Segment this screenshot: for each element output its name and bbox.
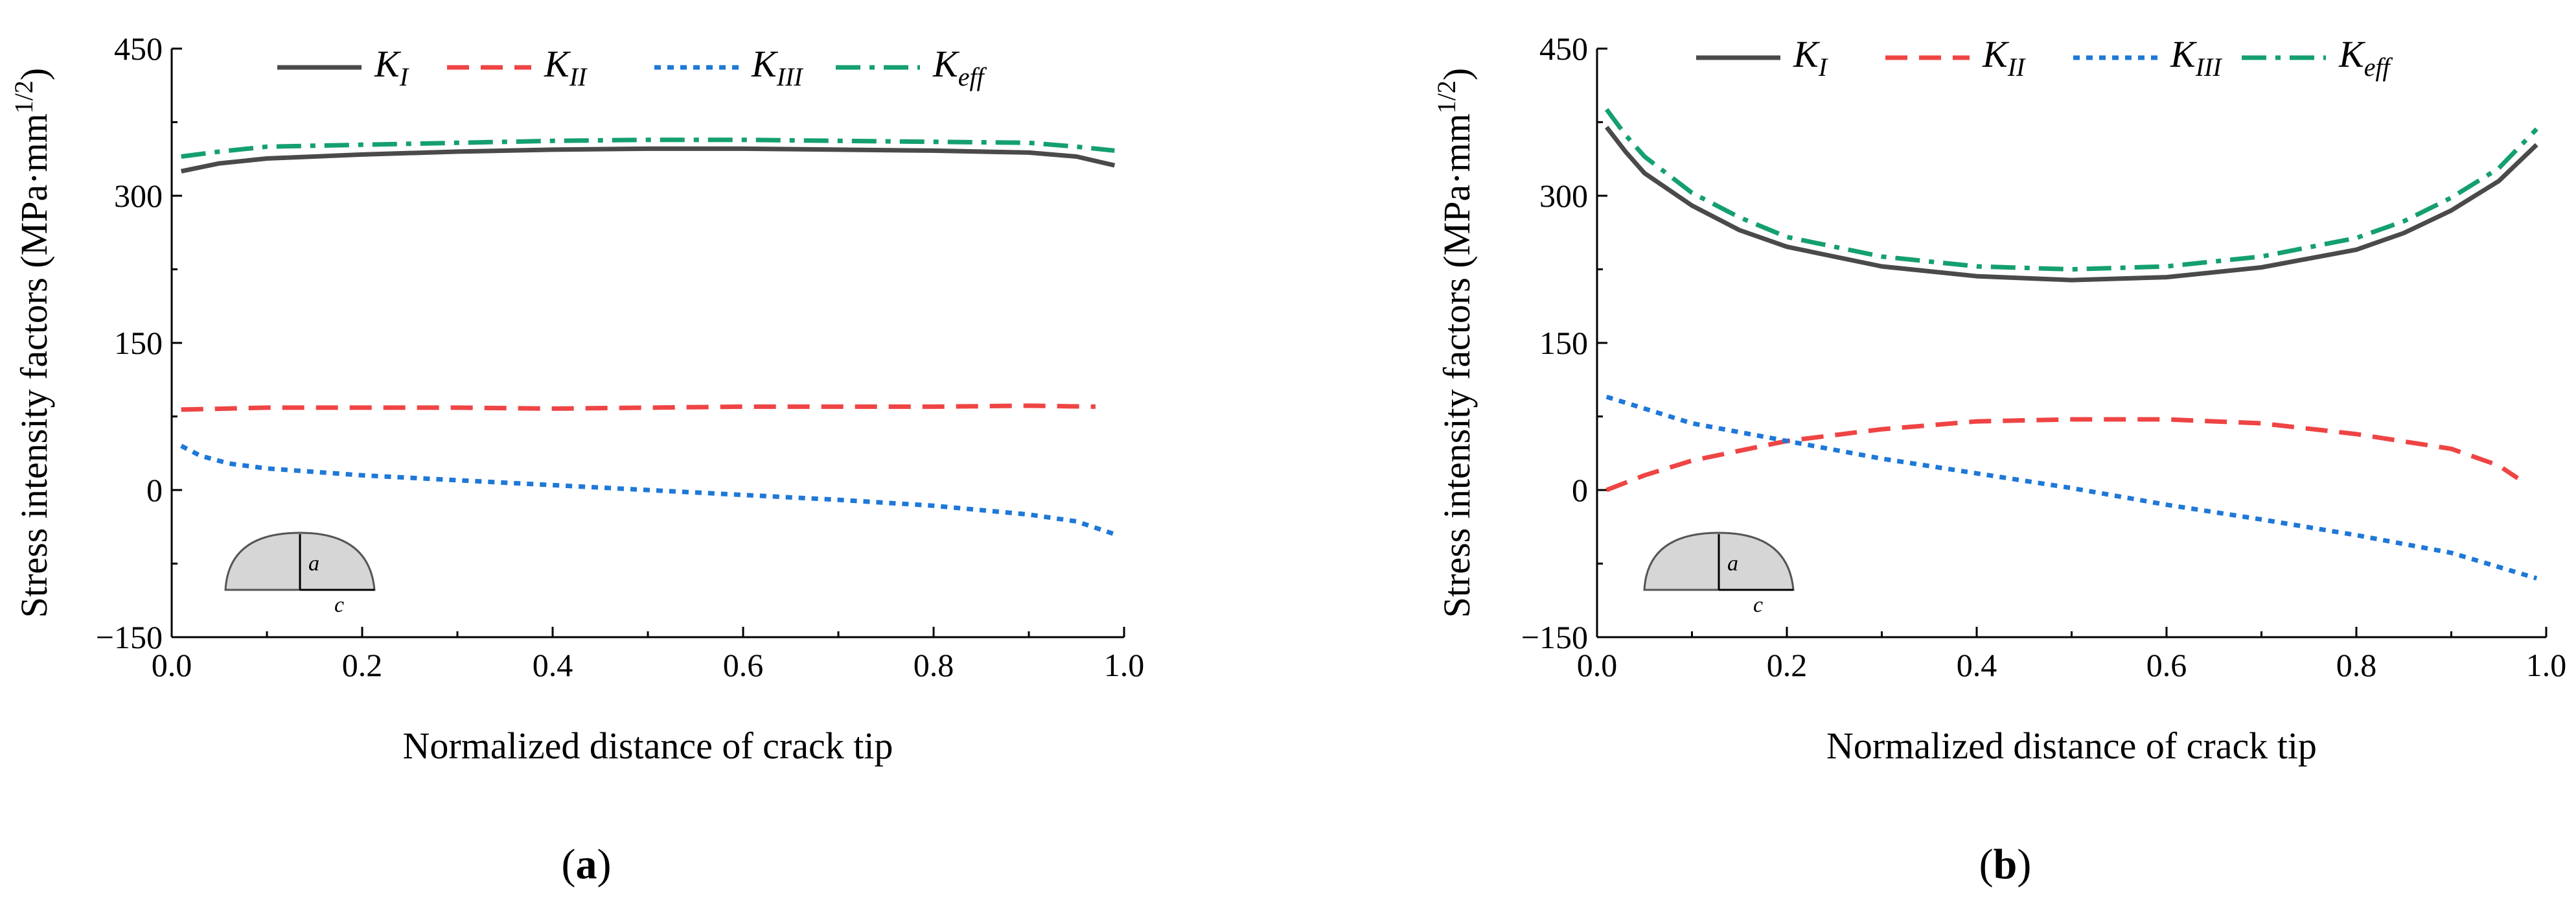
y-tick-label: 450: [114, 30, 163, 67]
panel-b-chart: 0.0 0.2 0.4 0.6 0.8 1.0 −150 0 150 300 450 KI KII KII…: [1432, 30, 2566, 888]
series-line-k-iii: [1605, 394, 2538, 581]
x-tick-label: 0.8: [914, 647, 954, 683]
legend-label-k-ii: KII: [1982, 33, 2026, 82]
y-axis-title: Stress intensity factors (MPa·mm1/2): [9, 68, 55, 618]
series-line-k-iii: [180, 443, 1116, 537]
panel-label: (a): [562, 841, 612, 888]
x-tick-label: 0.4: [533, 647, 573, 683]
y-tick-label: 300: [114, 178, 163, 214]
x-axis-title: Normalized distance of crack tip: [403, 725, 893, 767]
y-tick-label: 0: [1572, 472, 1588, 508]
series-line-k-eff: [1604, 108, 2538, 272]
series-line-k-ii: [181, 403, 1096, 412]
inset-a-label: a: [1727, 552, 1738, 576]
legend-label-k-i: KI: [1793, 33, 1828, 82]
series-line-k-i: [180, 146, 1116, 174]
y-tick-label: −150: [1521, 619, 1588, 655]
series-line-k-i: [1604, 125, 2538, 283]
y-tick-label: 300: [1539, 178, 1588, 214]
legend-label-k-eff: Keff: [932, 43, 987, 91]
y-axis-title: Stress intensity factors (MPa·mm1/2): [1432, 68, 1478, 618]
x-tick-label: 0.6: [2146, 647, 2187, 683]
y-tick-label: 150: [114, 325, 163, 361]
legend-label-k-iii: KIII: [2170, 33, 2222, 82]
inset-c-label: c: [1753, 593, 1763, 617]
x-tick-label: 0.2: [1767, 647, 1808, 683]
x-tick-label: 0.0: [1577, 647, 1618, 683]
panel-label: (b): [1979, 841, 2032, 888]
x-tick-label: 1.0: [2526, 647, 2567, 683]
y-tick-label: 450: [1539, 30, 1588, 67]
inset-c-label: c: [334, 593, 344, 617]
x-tick-label: 0.4: [1957, 647, 1997, 683]
x-tick-label: 0.8: [2336, 647, 2377, 683]
y-tick-label: 150: [1539, 325, 1588, 361]
x-tick-label: 1.0: [1104, 647, 1145, 683]
series-line-k-ii: [1605, 417, 2520, 493]
legend-label-k-eff: Keff: [2338, 33, 2393, 82]
inset-a-label: a: [308, 552, 319, 576]
series-line-k-eff: [181, 137, 1115, 159]
y-tick-label: −150: [96, 619, 163, 655]
x-tick-label: 0.2: [342, 647, 383, 683]
panel-a-chart: 0.0 0.2 0.4 0.6 0.8 1.0 −150 0 150 300 450 KI KII KII…: [9, 30, 1144, 888]
legend-label-k-i: KI: [374, 43, 409, 91]
y-tick-label: 0: [146, 472, 163, 508]
x-tick-label: 0.6: [723, 647, 764, 683]
x-axis-title: Normalized distance of crack tip: [1826, 725, 2317, 767]
x-tick-label: 0.0: [152, 647, 192, 683]
legend-label-k-ii: KII: [544, 43, 588, 91]
legend-label-k-iii: KIII: [751, 43, 803, 91]
